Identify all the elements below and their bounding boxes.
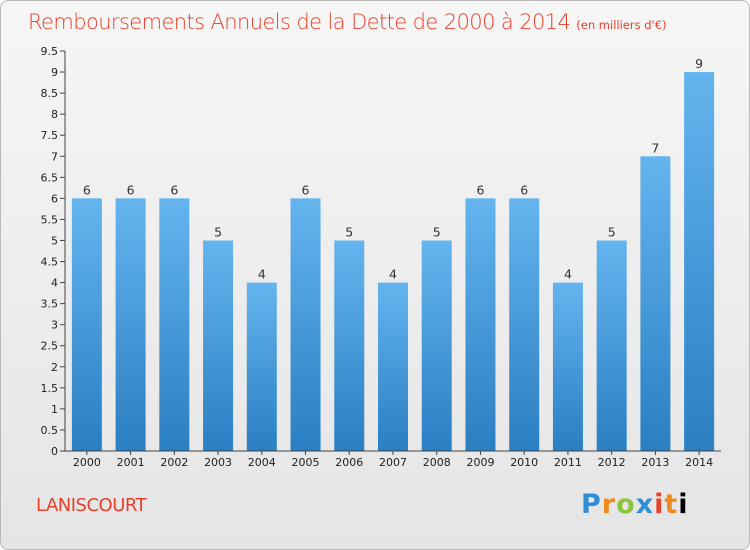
y-tick-label: 0 — [51, 445, 58, 458]
bar-value-label: 5 — [345, 224, 353, 239]
y-tick-label: 0.5 — [41, 424, 59, 437]
commune-name: LANISCOURT — [36, 495, 147, 516]
bar-2014 — [684, 72, 715, 451]
x-axis-labels: 2000 2001 2002 2003 2004 2005 2006 2007 2008 2009… — [73, 451, 713, 469]
bar-value-label: 5 — [214, 224, 222, 239]
y-tick-label: 7.5 — [41, 129, 59, 142]
x-tick-label: 2007 — [379, 456, 407, 469]
y-tick-label: 7 — [51, 150, 58, 163]
bars: 6 6 6 5 4 6 5 4 5 6 6 4 5 7 9 — [71, 56, 715, 451]
bar-2002 — [159, 198, 190, 451]
y-tick-label: 5 — [51, 234, 58, 247]
y-tick-label: 2 — [51, 361, 58, 374]
y-tick-label: 1.5 — [41, 382, 59, 395]
proxiti-logo: Proxiti — [581, 489, 689, 520]
chart-title: Remboursements Annuels de la Dette de 20… — [28, 10, 667, 34]
bar-value-label: 7 — [651, 140, 659, 155]
bar-2003 — [203, 240, 234, 451]
y-tick-label: 4 — [51, 277, 58, 290]
y-tick-label: 8.5 — [41, 87, 59, 100]
y-tick-label: 4.5 — [41, 256, 59, 269]
bar-2013 — [640, 156, 671, 451]
y-tick-label: 1 — [51, 403, 58, 416]
bar-value-label: 6 — [520, 182, 528, 197]
x-tick-label: 2010 — [510, 456, 538, 469]
bar-value-label: 4 — [389, 267, 397, 282]
bar-value-label: 5 — [433, 224, 441, 239]
y-tick-label: 9 — [51, 66, 58, 79]
bar-2001 — [115, 198, 146, 451]
bar-2007 — [378, 282, 408, 451]
chart-title-text: Remboursements Annuels de la Dette de 20… — [28, 10, 571, 34]
x-tick-label: 2013 — [641, 456, 669, 469]
bar-2010 — [509, 198, 540, 451]
x-tick-label: 2006 — [335, 456, 363, 469]
bar-2005 — [290, 198, 321, 451]
bar-value-label: 6 — [170, 182, 178, 197]
y-tick-label: 6 — [51, 192, 58, 205]
x-tick-label: 2008 — [423, 456, 451, 469]
y-tick-label: 9.5 — [41, 45, 59, 58]
x-tick-label: 2001 — [117, 456, 145, 469]
bar-2009 — [465, 198, 496, 451]
bar-value-label: 6 — [302, 182, 310, 197]
x-tick-label: 2011 — [554, 456, 582, 469]
x-tick-label: 2009 — [466, 456, 494, 469]
bar-2006 — [334, 240, 365, 451]
bar-value-label: 5 — [608, 224, 616, 239]
bar-2004 — [246, 282, 277, 451]
bar-value-label: 4 — [258, 267, 266, 282]
y-axis-ticks: 0 0.5 1 1.5 2 2.5 3 3.5 4 4.5 5 5.5 6 6.5 7 7.5 8 8.5 9 9.5 — [41, 45, 65, 458]
y-tick-label: 6.5 — [41, 171, 59, 184]
y-tick-label: 5.5 — [41, 213, 59, 226]
bar-2000 — [71, 198, 102, 451]
bar-2008 — [421, 240, 452, 451]
x-tick-label: 2014 — [685, 456, 713, 469]
bar-value-label: 6 — [476, 182, 484, 197]
bar-2011 — [552, 282, 583, 451]
bar-value-label: 6 — [127, 182, 135, 197]
unit-note: (en milliers d'€) — [576, 18, 667, 32]
bar-value-label: 9 — [695, 56, 703, 71]
bar-2012 — [596, 240, 627, 451]
x-tick-label: 2003 — [204, 456, 232, 469]
x-tick-label: 2004 — [248, 456, 276, 469]
x-tick-label: 2012 — [598, 456, 626, 469]
x-tick-label: 2000 — [73, 456, 101, 469]
x-tick-label: 2005 — [292, 456, 320, 469]
bar-value-label: 4 — [564, 267, 572, 282]
y-tick-label: 3 — [51, 319, 58, 332]
x-tick-label: 2002 — [160, 456, 188, 469]
bar-value-label: 6 — [83, 182, 91, 197]
y-tick-label: 2.5 — [41, 340, 59, 353]
y-tick-label: 8 — [51, 108, 58, 121]
y-tick-label: 3.5 — [41, 298, 59, 311]
